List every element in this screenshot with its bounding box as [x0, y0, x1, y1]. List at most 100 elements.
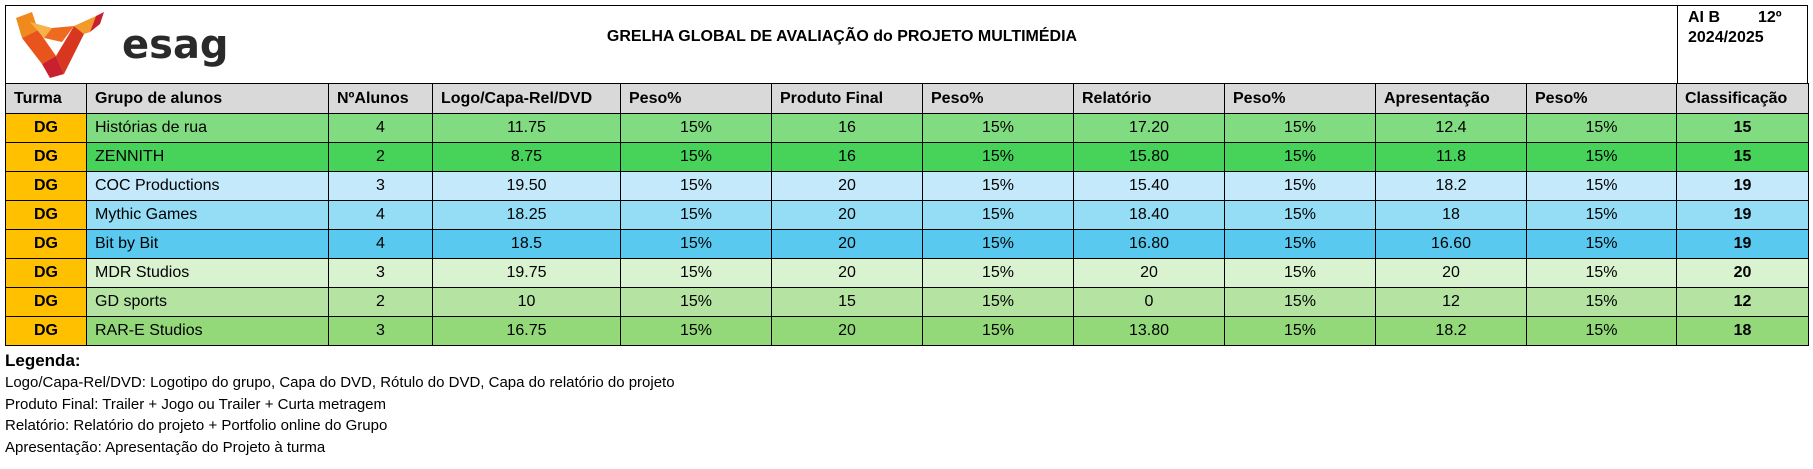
col-header-relatorio: Relatório — [1073, 83, 1225, 114]
col-header-turma: Turma — [5, 83, 87, 114]
weight-cell: 15% — [620, 316, 772, 346]
weight-cell: 15% — [1224, 229, 1376, 259]
group-name-cell: Mythic Games — [86, 200, 329, 230]
turma-cell: DG — [5, 113, 87, 143]
turma-cell: DG — [5, 258, 87, 288]
student-count-cell: 4 — [328, 200, 433, 230]
turma-cell: DG — [5, 287, 87, 317]
turma-cell: DG — [5, 200, 87, 230]
report-score-cell: 15.80 — [1073, 142, 1225, 172]
weight-cell: 15% — [1526, 229, 1677, 259]
turma-cell: DG — [5, 142, 87, 172]
table-row: DG Bit by Bit 4 18.5 15% 20 15% 16.80 15% 16.60 15… — [5, 229, 1809, 259]
weight-cell: 15% — [922, 316, 1074, 346]
final-grade-cell: 20 — [1676, 258, 1809, 288]
weight-cell: 15% — [922, 142, 1074, 172]
legend-title: Legenda: — [5, 351, 81, 370]
weight-cell: 15% — [1526, 287, 1677, 317]
table-row: DG MDR Studios 3 19.75 15% 20 15% 20 15% 20 15% 20 — [5, 258, 1809, 288]
student-count-cell: 4 — [328, 229, 433, 259]
weight-cell: 15% — [1224, 142, 1376, 172]
table-row: DG RAR-E Studios 3 16.75 15% 20 15% 13.80 15% 18.… — [5, 316, 1809, 346]
col-header-produto: Produto Final — [771, 83, 923, 114]
weight-cell: 15% — [1224, 258, 1376, 288]
final-grade-cell: 12 — [1676, 287, 1809, 317]
weight-cell: 15% — [922, 229, 1074, 259]
legend-item: Logo/Capa-Rel/DVD: Logotipo do grupo, Ca… — [5, 374, 675, 391]
report-score-cell: 15.40 — [1073, 171, 1225, 201]
final-product-score-cell: 20 — [771, 171, 923, 201]
weight-cell: 15% — [620, 142, 772, 172]
final-product-score-cell: 20 — [771, 316, 923, 346]
sheet-header: esag GRELHA GLOBAL DE AVALIAÇÃO do PROJE… — [5, 5, 1809, 84]
final-grade-cell: 15 — [1676, 142, 1809, 172]
weight-cell: 15% — [922, 258, 1074, 288]
group-name-cell: Histórias de rua — [86, 113, 329, 143]
school-year-label: 2024/2025 — [1688, 29, 1764, 46]
legend-item: Apresentação: Apresentação do Projeto à … — [5, 438, 326, 456]
group-name-cell: Bit by Bit — [86, 229, 329, 259]
legend: Legenda: Logo/Capa-Rel/DVD: Logotipo do … — [5, 350, 1808, 458]
final-grade-cell: 19 — [1676, 171, 1809, 201]
weight-cell: 15% — [620, 200, 772, 230]
final-grade-cell: 18 — [1676, 316, 1809, 346]
logo-text: esag — [122, 22, 229, 68]
report-score-cell: 17.20 — [1073, 113, 1225, 143]
weight-cell: 15% — [1526, 171, 1677, 201]
class-label: AI B — [1688, 9, 1720, 26]
weight-cell: 15% — [1526, 113, 1677, 143]
class-year-box: AI B 12º 2024/2025 — [1677, 6, 1809, 84]
logo-score-cell: 10 — [432, 287, 621, 317]
weight-cell: 15% — [620, 287, 772, 317]
logo-score-cell: 8.75 — [432, 142, 621, 172]
weight-cell: 15% — [620, 113, 772, 143]
weight-cell: 15% — [1526, 316, 1677, 346]
col-header-apresentacao: Apresentação — [1375, 83, 1527, 114]
group-name-cell: MDR Studios — [86, 258, 329, 288]
grade-label: 12º — [1758, 9, 1782, 26]
col-header-peso: Peso% — [922, 83, 1074, 114]
col-header-peso: Peso% — [1526, 83, 1677, 114]
student-count-cell: 2 — [328, 287, 433, 317]
weight-cell: 15% — [1224, 113, 1376, 143]
report-score-cell: 16.80 — [1073, 229, 1225, 259]
final-grade-cell: 15 — [1676, 113, 1809, 143]
final-product-score-cell: 20 — [771, 229, 923, 259]
logo-score-cell: 18.5 — [432, 229, 621, 259]
report-score-cell: 0 — [1073, 287, 1225, 317]
turma-cell: DG — [5, 229, 87, 259]
legend-item: Produto Final: Trailer + Jogo ou Trailer… — [5, 395, 387, 413]
student-count-cell: 3 — [328, 316, 433, 346]
table-header-row: Turma Grupo de alunos NºAlunos Logo/Capa… — [5, 83, 1809, 114]
final-product-score-cell: 15 — [771, 287, 923, 317]
weight-cell: 15% — [620, 171, 772, 201]
weight-cell: 15% — [922, 287, 1074, 317]
group-name-cell: ZENNITH — [86, 142, 329, 172]
final-grade-cell: 19 — [1676, 229, 1809, 259]
presentation-score-cell: 16.60 — [1375, 229, 1527, 259]
table-row: DG Mythic Games 4 18.25 15% 20 15% 18.40 15% 18 15… — [5, 200, 1809, 230]
weight-cell: 15% — [620, 229, 772, 259]
presentation-score-cell: 18.2 — [1375, 316, 1527, 346]
student-count-cell: 3 — [328, 171, 433, 201]
weight-cell: 15% — [1526, 200, 1677, 230]
logo-score-cell: 16.75 — [432, 316, 621, 346]
col-header-classificacao: Classificação — [1676, 83, 1809, 114]
weight-cell: 15% — [1526, 258, 1677, 288]
final-grade-cell: 19 — [1676, 200, 1809, 230]
logo-score-cell: 19.50 — [432, 171, 621, 201]
page-title: GRELHA GLOBAL DE AVALIAÇÃO do PROJETO MU… — [606, 28, 1078, 45]
presentation-score-cell: 12.4 — [1375, 113, 1527, 143]
group-name-cell: COC Productions — [86, 171, 329, 201]
weight-cell: 15% — [1224, 171, 1376, 201]
student-count-cell: 4 — [328, 113, 433, 143]
weight-cell: 15% — [922, 200, 1074, 230]
legend-item: Relatório: Relatório do projeto + Portfo… — [5, 417, 388, 434]
evaluation-sheet: esag GRELHA GLOBAL DE AVALIAÇÃO do PROJE… — [5, 5, 1809, 458]
turma-cell: DG — [5, 171, 87, 201]
report-score-cell: 20 — [1073, 258, 1225, 288]
group-name-cell: GD sports — [86, 287, 329, 317]
group-name-cell: RAR-E Studios — [86, 316, 329, 346]
weight-cell: 15% — [922, 113, 1074, 143]
presentation-score-cell: 12 — [1375, 287, 1527, 317]
